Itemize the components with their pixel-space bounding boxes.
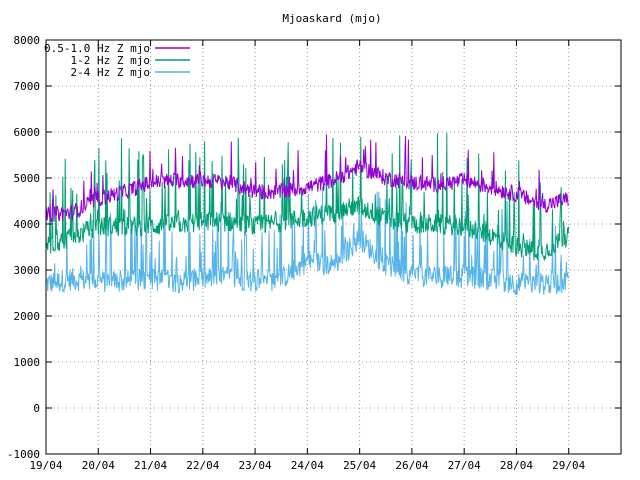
legend-label: 0.5-1.0 Hz Z mjo	[44, 42, 150, 55]
plot-frame	[45, 39, 622, 455]
series-line-1	[45, 132, 570, 261]
y-tick-label: 4000	[14, 218, 41, 231]
y-tick-label: 2000	[14, 310, 41, 323]
series-lines	[45, 132, 570, 296]
series-line-0	[45, 134, 570, 222]
y-tick-label: 5000	[14, 172, 41, 185]
x-tick-label: 26/04	[395, 459, 428, 472]
y-tick-label: 6000	[14, 126, 41, 139]
x-axis: 19/04 20/04 21/04 22/04 23/04 24/04 25/04 26/04…	[29, 40, 586, 472]
y-axis: -1000 0 1000 2000 3000 4000 5000 6000 7000 8000	[7, 34, 621, 461]
x-tick-label: 21/04	[134, 459, 167, 472]
x-tick-label: 22/04	[186, 459, 219, 472]
grid	[46, 40, 621, 454]
x-tick-label: 24/04	[291, 459, 324, 472]
y-tick-label: 0	[33, 402, 40, 415]
x-tick-label: 23/04	[239, 459, 272, 472]
y-tick-label: -1000	[7, 448, 40, 461]
y-tick-label: 8000	[14, 34, 41, 47]
x-tick-label: 19/04	[29, 459, 62, 472]
legend-label: 1-2 Hz Z mjo	[71, 54, 150, 67]
y-tick-label: 7000	[14, 80, 41, 93]
x-tick-label: 29/04	[552, 459, 585, 472]
y-tick-label: 3000	[14, 264, 41, 277]
legend-label: 2-4 Hz Z mjo	[71, 66, 150, 79]
x-tick-label: 27/04	[448, 459, 481, 472]
series-line-2	[45, 186, 570, 296]
y-tick-label: 1000	[14, 356, 41, 369]
x-tick-label: 28/04	[500, 459, 533, 472]
x-tick-label: 20/04	[82, 459, 115, 472]
x-tick-label: 25/04	[343, 459, 376, 472]
chart-title: Mjoaskard (mjo)	[282, 12, 381, 25]
